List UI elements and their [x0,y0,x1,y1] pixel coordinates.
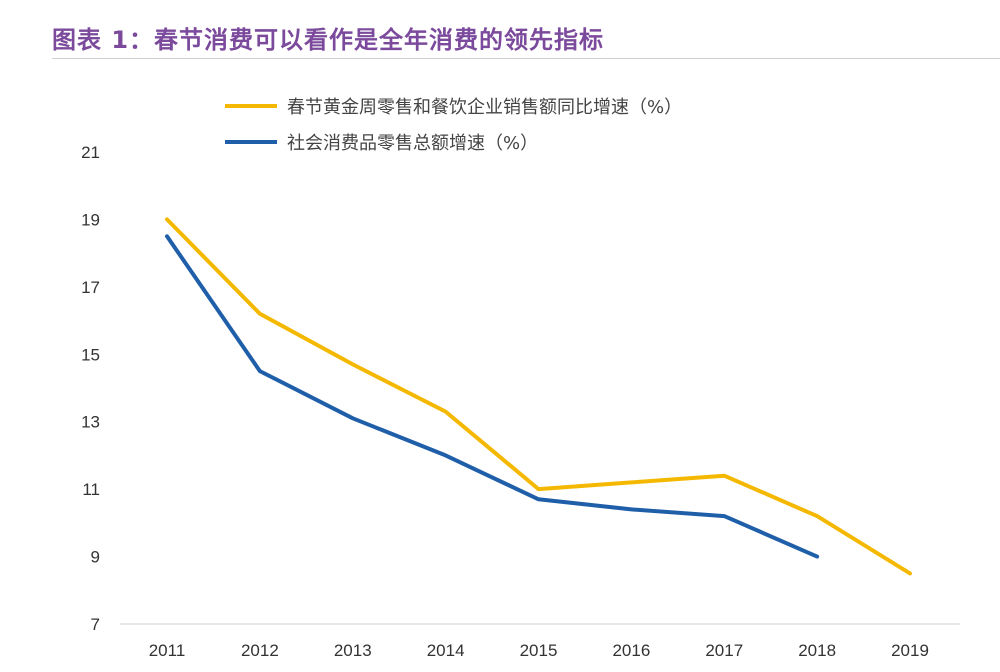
x-axis: 2011 2012 2013 2014 2015 2016 2017 2018 2019 [149,641,929,660]
x-tick-label: 2015 [520,641,558,660]
title-divider [52,58,1000,59]
legend-label: 社会消费品零售总额增速（%） [287,133,539,154]
series-lines [165,217,912,576]
legend-item-series-1: 春节黄金周零售和餐饮企业销售额同比增速（%） [225,88,682,124]
y-tick-label: 9 [91,548,100,567]
legend: 春节黄金周零售和餐饮企业销售额同比增速（%） 社会消费品零售总额增速（%） [225,88,682,160]
x-tick-label: 2017 [705,641,743,660]
legend-item-series-2: 社会消费品零售总额增速（%） [225,124,682,160]
x-tick-label: 2018 [798,641,836,660]
x-tick-label: 2014 [427,641,465,660]
y-tick-label: 11 [82,480,100,499]
x-tick-label: 2011 [149,641,186,660]
legend-swatch-blue [225,140,277,144]
y-tick-label: 15 [81,345,100,364]
legend-label: 春节黄金周零售和餐饮企业销售额同比增速（%） [287,97,683,118]
y-axis: 7 9 11 13 15 17 19 21 [81,143,100,634]
y-tick-label: 17 [81,278,100,297]
y-tick-label: 13 [81,413,100,432]
x-tick-label: 2016 [612,641,650,660]
legend-swatch-yellow [225,104,277,108]
x-tick-label: 2013 [334,641,372,660]
y-tick-label: 21 [81,143,100,162]
y-tick-label: 19 [81,210,100,229]
chart-title: 图表 1：春节消费可以看作是全年消费的领先指标 [52,26,605,54]
y-tick-label: 7 [91,615,100,634]
x-tick-label: 2012 [241,641,279,660]
x-tick-label: 2019 [891,641,929,660]
series-line-1 [165,217,912,576]
series-line-2 [165,234,820,559]
